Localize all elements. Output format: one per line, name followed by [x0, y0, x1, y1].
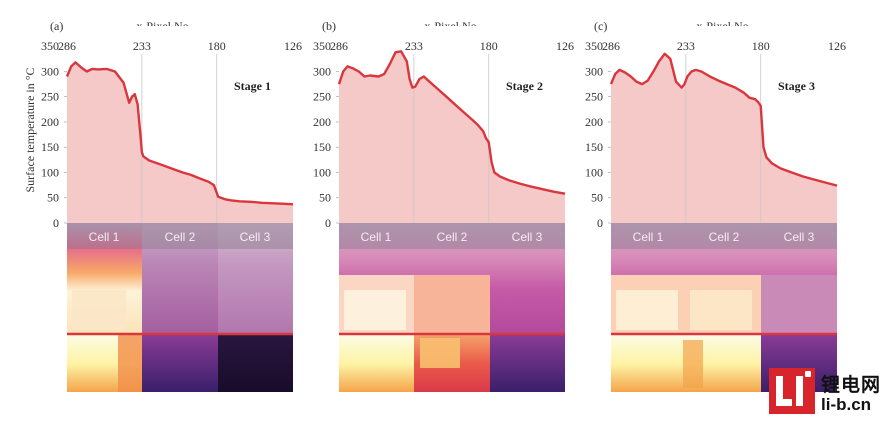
- x-tick-label: 180: [208, 39, 226, 53]
- watermark-logo: 锂电网 li-b.cn: [769, 368, 887, 420]
- cell-label-3: Cell 3: [784, 230, 815, 244]
- panel-b: (b) x-Pixel No. 050100150200250300350286…: [313, 19, 574, 392]
- y-tick-label: 250: [585, 90, 603, 104]
- y-tick-label: 350: [41, 39, 59, 53]
- temperature-area: [611, 53, 837, 223]
- x-tick-label: 233: [405, 39, 423, 53]
- y-tick-label: 100: [313, 165, 331, 179]
- li-logo-icon: [769, 368, 815, 414]
- cell-label-1: Cell 1: [89, 230, 120, 244]
- y-tick-label: 150: [41, 140, 59, 154]
- temperature-line: [609, 52, 838, 187]
- y-tick-label: 100: [41, 165, 59, 179]
- y-tick-label: 200: [585, 115, 603, 129]
- panel-letter: (a): [50, 19, 63, 33]
- cell-label-2: Cell 2: [437, 230, 468, 244]
- y-tick-label: 300: [41, 64, 59, 78]
- y-tick-label: 0: [597, 216, 603, 230]
- y-tick-label: 50: [319, 191, 331, 205]
- cell-label-2: Cell 2: [709, 230, 740, 244]
- stage-label: Stage 2: [506, 79, 543, 93]
- temperature-area: [67, 62, 293, 224]
- y-tick-label: 100: [585, 165, 603, 179]
- stage-label: Stage 1: [234, 79, 271, 93]
- panel-a: (a) x-Pixel No. 050100150200250300350286…: [41, 19, 302, 392]
- x-tick-label: 180: [480, 39, 498, 53]
- cell-label-1: Cell 1: [633, 230, 664, 244]
- cell-label-3: Cell 3: [512, 230, 543, 244]
- x-tick-label: 286: [58, 39, 76, 53]
- y-tick-label: 200: [41, 115, 59, 129]
- thermal-image: [67, 223, 293, 392]
- y-tick-label: 250: [313, 90, 331, 104]
- x-tick-label: 286: [330, 39, 348, 53]
- temperature-line: [65, 61, 294, 206]
- x-tick-label: 233: [677, 39, 695, 53]
- x-tick-label: 126: [828, 39, 846, 53]
- plot-area: 0 50 100 150 200 250 300 350 286 233 180 126: [585, 26, 846, 392]
- cell-label-3: Cell 3: [240, 230, 271, 244]
- cell-label-1: Cell 1: [361, 230, 392, 244]
- y-tick-label: 150: [585, 140, 603, 154]
- thermal-image: [339, 223, 565, 392]
- y-tick-label: 0: [325, 216, 331, 230]
- watermark-brand-text: 锂电网: [821, 374, 882, 396]
- x-tick-label: 286: [602, 39, 620, 53]
- x-tick-label: 180: [752, 39, 770, 53]
- y-tick-label: 350: [313, 39, 331, 53]
- thermal-image: [611, 223, 837, 392]
- temperature-area: [339, 51, 565, 223]
- x-tick-label: 233: [133, 39, 151, 53]
- y-tick-label: 150: [313, 140, 331, 154]
- x-tick-label: 126: [556, 39, 574, 53]
- panel-c: (c) x-Pixel No. 050100150200250300350286…: [585, 19, 846, 392]
- y-tick-label: 300: [313, 64, 331, 78]
- y-tick-label: 50: [591, 191, 603, 205]
- x-tick-label: 126: [284, 39, 302, 53]
- y-axis-title: Surface temperature in °C: [23, 67, 37, 192]
- y-tick-label: 200: [313, 115, 331, 129]
- cell-label-2: Cell 2: [165, 230, 196, 244]
- panel-letter: (b): [322, 19, 336, 33]
- temperature-line: [337, 50, 566, 195]
- y-tick-label: 350: [585, 39, 603, 53]
- plot-area: 0 50 100 150 200 250 300 350 286 233 180 126: [313, 26, 574, 392]
- plot-area: 0 50 100 150 200 250 300 350 286 233 180 126: [41, 26, 302, 392]
- y-tick-label: 250: [41, 90, 59, 104]
- y-tick-label: 300: [585, 64, 603, 78]
- y-tick-label: 0: [53, 216, 59, 230]
- panel-letter: (c): [594, 19, 607, 33]
- stage-label: Stage 3: [778, 79, 815, 93]
- watermark-url: li-b.cn: [821, 395, 872, 414]
- y-tick-label: 50: [47, 191, 59, 205]
